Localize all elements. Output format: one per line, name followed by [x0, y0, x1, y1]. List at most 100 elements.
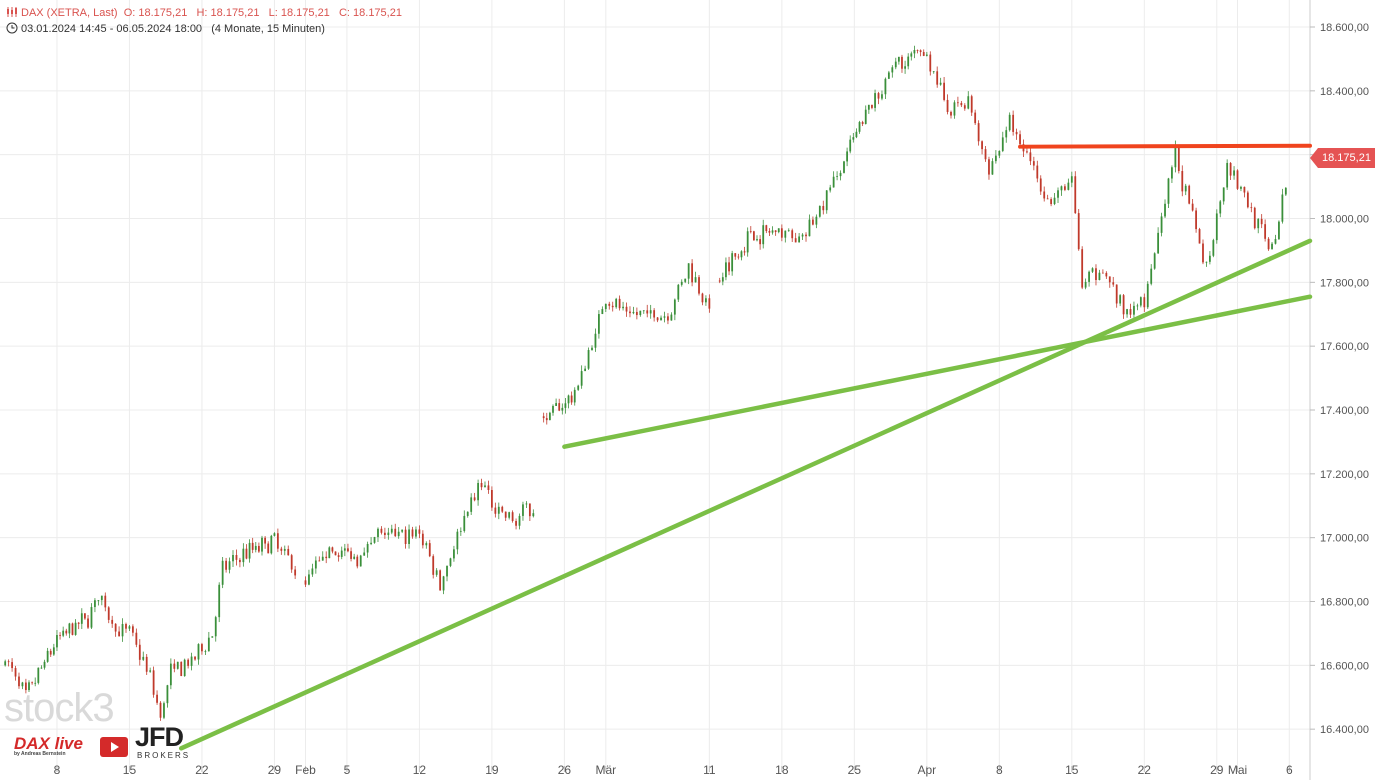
candle-body [1050, 199, 1053, 205]
candle-body [1084, 281, 1087, 288]
y-tick-label: 17.800,00 [1320, 277, 1369, 289]
candle-body [387, 532, 390, 536]
candle-body [218, 584, 221, 618]
candle-body [377, 528, 379, 538]
candle-body [248, 542, 251, 559]
chart-grid [0, 0, 1310, 766]
y-tick-label: 18.000,00 [1320, 214, 1369, 226]
y-tick-label: 18.600,00 [1320, 22, 1369, 34]
candle-body [1253, 207, 1256, 229]
y-tick-label: 17.400,00 [1320, 405, 1369, 417]
candle-body [176, 661, 179, 669]
candle-body [970, 96, 973, 113]
chart-title: DAX (XETRA, Last) [21, 7, 118, 19]
candle-body [808, 219, 811, 237]
candle-body [752, 231, 755, 241]
chart-range-line: 03.01.2024 14:45 - 06.05.2024 18:00 (4 M… [6, 22, 325, 35]
candle-body [988, 159, 990, 175]
candle-body [1226, 162, 1229, 188]
candle-body [111, 619, 114, 624]
candle-body [490, 490, 493, 508]
candle-body [925, 54, 928, 56]
candle-body [737, 256, 740, 258]
candle-body [780, 228, 783, 238]
candle-body [290, 555, 293, 570]
y-tick-label: 17.200,00 [1320, 469, 1369, 481]
candle-body [656, 317, 659, 321]
candle-body [922, 52, 925, 56]
candle-body [718, 280, 721, 282]
candle-body [1115, 284, 1118, 304]
candle-body [874, 93, 876, 108]
candle-body [577, 385, 580, 390]
candle-body [501, 506, 504, 512]
candle-body [687, 263, 690, 279]
candle-body [812, 219, 814, 225]
candle-body [239, 559, 241, 563]
candle-body [871, 104, 873, 108]
candle-body [1146, 283, 1149, 308]
candle-body [774, 230, 777, 233]
candle-body [622, 306, 624, 309]
candle-body [456, 531, 459, 550]
candle-body [225, 560, 228, 570]
candle-body [408, 529, 410, 544]
candle-body [415, 529, 417, 537]
candle-body [1195, 210, 1197, 230]
candle-body [698, 277, 700, 294]
candle-body [1133, 305, 1135, 315]
candle-body [632, 311, 635, 314]
candle-body [1281, 194, 1284, 222]
candle-body [950, 111, 952, 116]
candle-body [1184, 185, 1187, 192]
candle-body [366, 543, 369, 553]
candle-body [756, 239, 758, 241]
candle-body [128, 626, 131, 629]
candle-body [1077, 213, 1080, 250]
candle-body [1215, 213, 1218, 241]
candle-body [916, 50, 919, 51]
candle-body [587, 350, 590, 369]
candle-body [380, 528, 383, 533]
candle-body [1188, 185, 1191, 204]
play-icon[interactable] [100, 737, 128, 757]
candle-body [1236, 170, 1239, 189]
candle-body [308, 574, 310, 585]
candle-body [1246, 192, 1249, 208]
candle-body [1053, 197, 1056, 205]
candle-body [228, 561, 231, 570]
candle-body [1257, 218, 1260, 229]
candle-body [867, 104, 870, 110]
candle-body [858, 122, 861, 132]
candle-body [1119, 295, 1122, 304]
candle-body [138, 644, 141, 660]
candle-body [1143, 297, 1146, 308]
candle-body [608, 303, 611, 306]
candle-body [254, 545, 257, 550]
candle-body [1008, 114, 1011, 131]
candle-body [765, 225, 768, 232]
candle-body [1202, 243, 1204, 263]
candle-body [65, 630, 68, 634]
candle-body [121, 624, 124, 637]
candle-body [159, 702, 162, 718]
candle-body [653, 310, 656, 318]
candle-body [201, 644, 203, 652]
candle-body [46, 650, 49, 662]
ohlc-values: O: 18.175,21 H: 18.175,21 L: 18.175,21 C… [123, 7, 402, 19]
candle-body [347, 548, 349, 552]
candle-body [910, 53, 913, 57]
candle-body [1243, 186, 1246, 193]
candle-body [974, 112, 977, 124]
candle-body [777, 228, 780, 233]
candle-body [743, 251, 746, 253]
support-trendline [562, 294, 1313, 449]
y-tick-label: 17.600,00 [1320, 341, 1369, 353]
candle-body [77, 622, 80, 624]
candle-body [843, 161, 845, 173]
candle-body [967, 96, 970, 109]
candle-body [425, 543, 428, 546]
candle-body [80, 613, 83, 624]
candle-body [670, 314, 673, 321]
